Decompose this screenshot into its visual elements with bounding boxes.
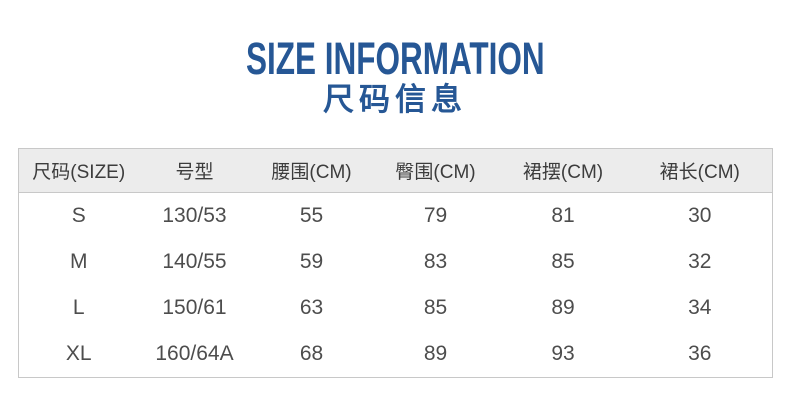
column-header-hip: 臀围(CM)	[372, 148, 499, 193]
hem-cell: 85	[551, 250, 575, 273]
model-cell: 130/53	[162, 204, 227, 227]
size-cell: L	[72, 296, 85, 319]
hip-cell: 89	[423, 342, 448, 365]
table-row-l: L 150/61 63 85 89 34	[19, 285, 773, 331]
column-header-waist: 腰围(CM)	[250, 148, 373, 193]
waist-cell: 63	[299, 296, 324, 319]
hem-cell: 89	[551, 296, 575, 319]
waist-cell: 55	[299, 204, 324, 227]
table-row-xl: XL 160/64A 68 89 93 36	[19, 331, 773, 378]
hip-cell: 79	[423, 204, 448, 227]
size-cell: S	[71, 204, 86, 227]
column-header-length: 裙长(CM)	[627, 148, 773, 193]
page-title: SIZE INFORMATION	[0, 36, 790, 81]
column-header-model: 号型	[138, 148, 251, 193]
length-cell: 34	[688, 296, 712, 319]
column-header-size: 尺码(SIZE)	[18, 148, 139, 193]
table-row-m: M 140/55 59 83 85 32	[19, 239, 773, 285]
size-table: 尺码(SIZE) 号型 腰围(CM) 臀围(CM) 裙摆(CM) 裙长(CM) …	[18, 148, 773, 378]
table-row-s: S 130/53 55 79 81 30	[19, 193, 773, 240]
page-title-text: SIZE INFORMATION	[245, 33, 545, 84]
length-cell: 36	[688, 342, 712, 365]
table-header-row: 尺码(SIZE) 号型 腰围(CM) 臀围(CM) 裙摆(CM) 裙长(CM)	[18, 148, 773, 193]
model-cell: 150/61	[162, 296, 227, 319]
hip-cell: 83	[423, 250, 448, 273]
page-subtitle: 尺码信息	[323, 82, 467, 117]
hem-cell: 93	[551, 342, 575, 365]
size-cell: XL	[65, 342, 92, 365]
size-cell: M	[70, 250, 88, 273]
model-cell: 160/64A	[155, 342, 234, 365]
length-cell: 30	[688, 204, 712, 227]
model-cell: 140/55	[162, 250, 227, 273]
length-cell: 32	[688, 250, 712, 273]
waist-cell: 68	[299, 342, 324, 365]
hem-cell: 81	[551, 204, 575, 227]
hip-cell: 85	[423, 296, 448, 319]
waist-cell: 59	[299, 250, 324, 273]
column-header-hem: 裙摆(CM)	[498, 148, 628, 193]
